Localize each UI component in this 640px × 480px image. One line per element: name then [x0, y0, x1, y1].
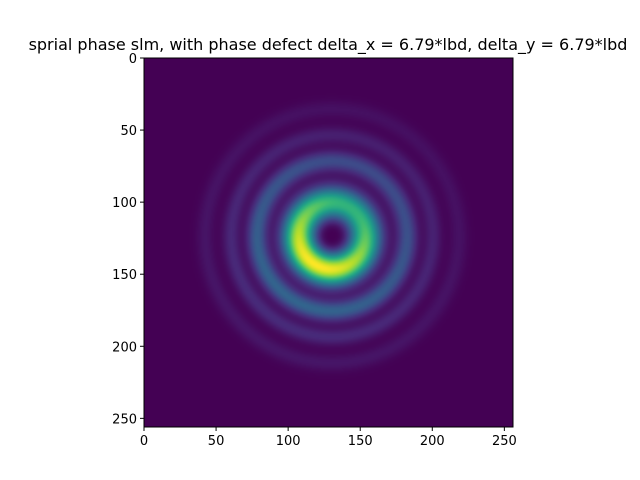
heatmap-image	[144, 58, 513, 427]
x-tick-label: 200	[420, 434, 445, 449]
y-tick-label: 0	[129, 52, 137, 67]
x-tick-label: 250	[492, 434, 517, 449]
x-tick-label: 150	[348, 434, 373, 449]
x-axis: 0 50 100 150 200 250	[140, 427, 517, 449]
y-axis: 0 50 100 150 200 250	[112, 52, 144, 427]
x-tick-label: 0	[140, 434, 148, 449]
y-tick-label: 150	[112, 268, 137, 283]
y-tick-label: 250	[112, 412, 137, 427]
chart-title: sprial phase slm, with phase defect delt…	[29, 35, 628, 55]
y-tick-label: 200	[112, 340, 137, 355]
heatmap-image-holder	[144, 58, 513, 427]
plot-area	[143, 57, 514, 428]
y-tick-label: 100	[112, 196, 137, 211]
y-tick-label: 50	[120, 124, 137, 139]
x-tick-label: 100	[276, 434, 301, 449]
plot-frame	[143, 57, 514, 428]
x-tick-label: 50	[208, 434, 225, 449]
